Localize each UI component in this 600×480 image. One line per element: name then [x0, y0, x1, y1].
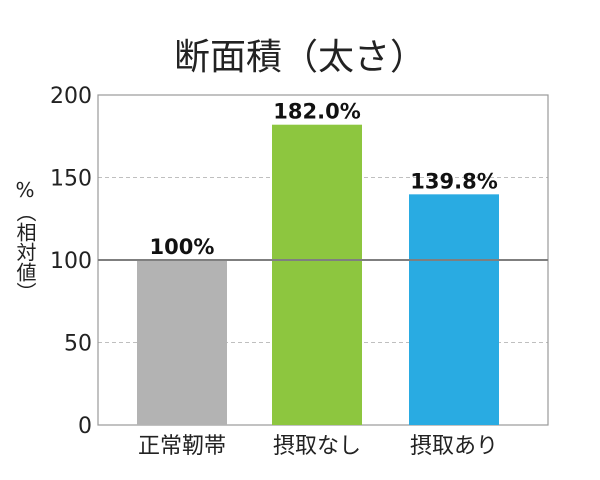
bar — [137, 260, 227, 425]
chart-title: 断面積（太さ） — [173, 37, 426, 78]
bar — [272, 124, 362, 425]
x-tick-label: 摂取あり — [410, 434, 498, 459]
x-tick-label: 正常靭帯 — [138, 434, 226, 459]
y-tick-label: 200 — [50, 84, 92, 109]
data-label: 139.8% — [410, 169, 497, 193]
y-tick-label: 100 — [50, 249, 92, 274]
data-label: 182.0% — [273, 100, 360, 124]
bar — [409, 194, 499, 425]
data-label: 100% — [150, 235, 215, 259]
x-tick-label: 摂取なし — [273, 434, 361, 459]
y-axis-label: %（相対値） — [13, 178, 37, 302]
y-tick-label: 0 — [78, 414, 92, 439]
y-tick-label: 50 — [64, 332, 92, 357]
y-tick-label: 150 — [50, 167, 92, 192]
